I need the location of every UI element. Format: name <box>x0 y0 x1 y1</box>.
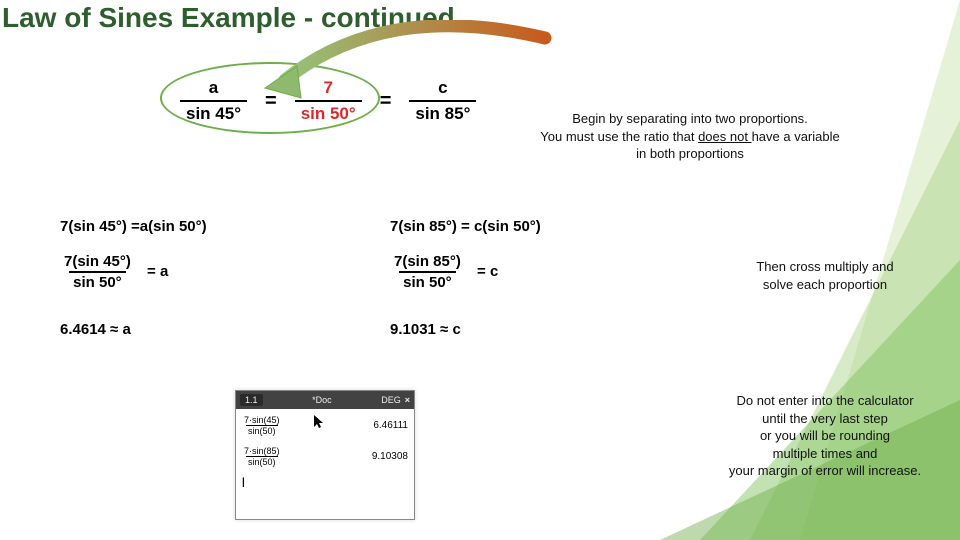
work-c-result: 9.1031 ≈ c <box>390 321 541 338</box>
work-column-a: 7(sin 45°) =a(sin 50°) 7(sin 45°) sin 50… <box>60 218 207 346</box>
note1-line1: Begin by separating into two proportions… <box>572 111 808 126</box>
calculator-doc-label: *Doc <box>312 395 332 405</box>
calculator-body: 7·sin(45) sin(50) 6.46111 7·sin(85) sin(… <box>236 409 414 494</box>
frac-a-den: sin 45° <box>180 100 247 124</box>
calculator-tab: 1.1 <box>240 394 263 406</box>
fraction-c: c sin 85° <box>409 78 476 124</box>
calculator-mode: DEG <box>381 395 401 405</box>
calc-cursor: | <box>242 477 408 488</box>
note1-underline: does not <box>698 129 752 144</box>
note3-line1: Do not enter into the calculator <box>736 393 913 408</box>
note3-line4: multiple times and <box>773 446 878 461</box>
equation-row: a sin 45° = 7 sin 50° = c sin 85° <box>180 78 476 124</box>
frac-a-num: a <box>203 78 224 100</box>
note-crossmultiply: Then cross multiply and solve each propo… <box>720 258 930 293</box>
fraction-a: a sin 45° <box>180 78 247 124</box>
work-a-result: 6.4614 ≈ a <box>60 321 207 338</box>
close-icon: × <box>405 395 410 405</box>
work-c-crossmult: 7(sin 85°) = c(sin 50°) <box>390 218 541 235</box>
note-calculator: Do not enter into the calculator until t… <box>700 392 950 480</box>
note1-line2b: have a variable <box>752 129 840 144</box>
note3-line3: or you will be rounding <box>760 428 890 443</box>
work-a-frac: 7(sin 45°) sin 50° = a <box>60 253 207 291</box>
frac-c-num: c <box>432 78 453 100</box>
calc-result-1: 6.46111 <box>373 420 408 431</box>
note3-line2: until the very last step <box>762 411 888 426</box>
note1-line3: in both proportions <box>636 146 744 161</box>
note2-line2: solve each proportion <box>763 277 887 292</box>
equals-2: = <box>380 90 392 113</box>
equals-1: = <box>265 90 277 113</box>
note1-line2a: You must use the ratio that <box>540 129 698 144</box>
calculator-widget: 1.1 *Doc DEG × 7·sin(45) sin(50) 6.46111… <box>235 390 415 520</box>
note-separate: Begin by separating into two proportions… <box>490 110 890 163</box>
work-column-c: 7(sin 85°) = c(sin 50°) 7(sin 85°) sin 5… <box>390 218 541 346</box>
calc-row-2: 7·sin(85) sin(50) 9.10308 <box>242 446 408 467</box>
note3-line5: your margin of error will increase. <box>729 463 921 478</box>
calculator-titlebar: 1.1 *Doc DEG × <box>236 391 414 409</box>
fraction-7: 7 sin 50° <box>295 78 362 124</box>
work-c-frac: 7(sin 85°) sin 50° = c <box>390 253 541 291</box>
frac-7-num: 7 <box>317 78 338 100</box>
frac-7-den: sin 50° <box>295 100 362 124</box>
frac-c-den: sin 85° <box>409 100 476 124</box>
calc-result-2: 9.10308 <box>372 451 408 462</box>
work-a-crossmult: 7(sin 45°) =a(sin 50°) <box>60 218 207 235</box>
note2-line1: Then cross multiply and <box>756 259 893 274</box>
cursor-icon <box>314 415 326 429</box>
